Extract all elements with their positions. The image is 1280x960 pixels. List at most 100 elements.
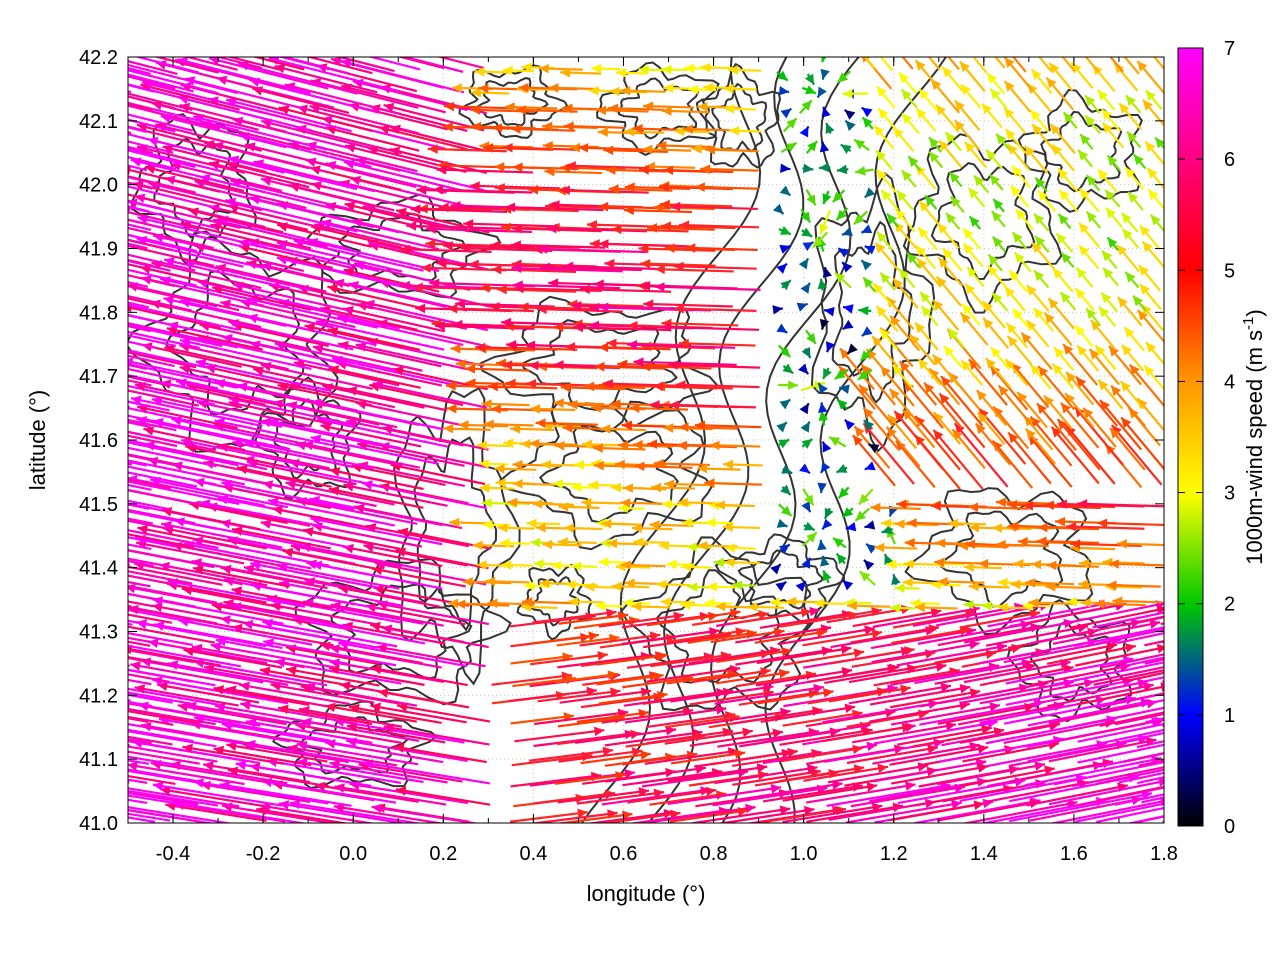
wind-arrow-shaft — [714, 686, 824, 705]
wind-arrow-shaft — [937, 704, 1035, 725]
wind-arrow-head — [923, 9, 933, 20]
wind-arrow-shaft — [985, 781, 1089, 803]
wind-arrow-head — [21, 564, 32, 573]
wind-arrow-shaft — [228, 401, 333, 426]
wind-arrow-shaft — [260, 804, 375, 823]
wind-arrow-head — [643, 299, 654, 309]
wind-arrow-shaft — [624, 707, 727, 724]
wind-arrow-head — [1228, 675, 1239, 684]
wind-arrow-head — [553, 398, 564, 408]
wind-arrow-head — [960, 84, 971, 96]
wind-arrow-head — [1006, 322, 1017, 334]
wind-arrow-head — [427, 144, 438, 154]
wind-arrow-head — [553, 360, 564, 370]
wind-arrow-shaft — [128, 274, 176, 288]
wind-arrow-head — [399, 280, 410, 291]
wind-arrow-head — [861, 260, 872, 271]
wind-arrow-head — [675, 380, 686, 390]
wind-arrow-head — [1024, 145, 1035, 157]
wind-arrow-shaft — [1077, 502, 1164, 508]
wind-arrow-head — [38, 639, 49, 648]
wind-arrow-head — [571, 301, 582, 311]
wind-arrow-head — [143, 426, 155, 436]
wind-arrow-head — [497, 523, 508, 533]
wind-arrow-head — [1254, 792, 1265, 801]
wind-arrow-head — [70, 37, 81, 46]
wind-arrow-head — [63, 419, 74, 428]
wind-arrow-head — [997, 577, 1008, 588]
wind-arrow-shaft — [533, 792, 616, 805]
wind-arrow-head — [1004, 57, 1015, 68]
wind-arrow-head — [618, 440, 629, 451]
wind-arrow-shaft — [128, 199, 170, 212]
wind-arrow-head — [1238, 637, 1249, 646]
wind-arrow-head — [470, 105, 481, 115]
wind-arrow-head — [597, 127, 608, 137]
wind-arrow-head — [28, 496, 39, 505]
wind-arrow-head — [562, 423, 573, 433]
wind-arrow-shaft — [1076, 23, 1100, 51]
wind-arrow-head — [837, 72, 849, 83]
wind-arrow-shaft — [1005, 657, 1134, 685]
wind-arrow-head — [60, 217, 71, 226]
wind-arrow-head — [328, 486, 340, 496]
wind-arrow-head — [521, 62, 532, 73]
wind-arrow-head — [907, 252, 918, 264]
wind-arrow-head — [191, 643, 203, 654]
wind-arrow-shaft — [128, 649, 195, 664]
wind-arrow-head — [420, 263, 431, 273]
wind-arrow-shaft — [199, 323, 310, 350]
wind-arrow-shaft — [654, 285, 761, 291]
wind-arrow-head — [1137, 398, 1148, 409]
wind-arrow-head — [647, 439, 658, 449]
wind-arrow-shaft — [128, 710, 195, 724]
wind-arrow-shaft — [302, 528, 401, 551]
wind-arrow-shaft — [953, 422, 1009, 488]
wind-arrow-shaft — [1070, 542, 1142, 547]
wind-arrow-head — [1014, 252, 1025, 264]
wind-arrow-head — [986, 149, 997, 161]
wind-arrow-head — [855, 510, 867, 521]
wind-arrow-shaft — [128, 636, 171, 647]
wind-arrow-head — [604, 258, 615, 269]
wind-arrow-shaft — [991, 439, 1034, 489]
wind-arrow-shaft — [259, 668, 354, 688]
wind-arrow-shaft — [213, 423, 329, 450]
wind-arrow-head — [724, 557, 735, 568]
wind-arrow-head — [1054, 347, 1065, 358]
wind-arrow-shaft — [577, 52, 623, 53]
wind-arrow-head — [97, 802, 108, 811]
wind-arrow-head — [866, 741, 878, 752]
wind-arrow-shaft — [1056, 418, 1101, 471]
wind-arrow-head — [597, 650, 608, 661]
wind-arrow-head — [149, 18, 160, 27]
wind-arrow-head — [640, 281, 651, 291]
wind-arrow-head — [1246, 601, 1257, 610]
wind-arrow-head — [0, 159, 7, 168]
wind-arrow-head — [153, 621, 165, 631]
wind-arrow-shaft — [141, 81, 265, 115]
wind-arrow-head — [670, 201, 681, 212]
wind-arrow-shaft — [691, 612, 769, 626]
wind-arrow-head — [776, 323, 788, 333]
wind-arrow-shaft — [128, 375, 171, 387]
wind-arrow-head — [1035, 177, 1046, 189]
wind-arrow-head — [100, 75, 111, 84]
wind-arrow-head — [1032, 124, 1043, 135]
wind-arrow-shaft — [863, 57, 876, 70]
wind-arrow-head — [272, 45, 283, 54]
wind-arrow-head — [610, 687, 621, 697]
wind-arrow-shaft — [174, 58, 286, 90]
wind-arrow-head — [798, 363, 809, 375]
wind-arrow-head — [560, 382, 571, 393]
wind-arrow-head — [641, 341, 652, 352]
wind-arrow-shaft — [1017, 9, 1050, 48]
wind-arrow-head — [997, 602, 1008, 613]
wind-arrow-head — [960, 312, 971, 324]
wind-arrow-head — [598, 201, 609, 212]
wind-arrow-shaft — [754, 630, 828, 644]
wind-arrow-head — [1209, 659, 1220, 668]
wind-arrow-shaft — [846, 711, 929, 728]
wind-arrow-shaft — [128, 557, 175, 569]
wind-arrow-shaft — [400, 57, 464, 73]
